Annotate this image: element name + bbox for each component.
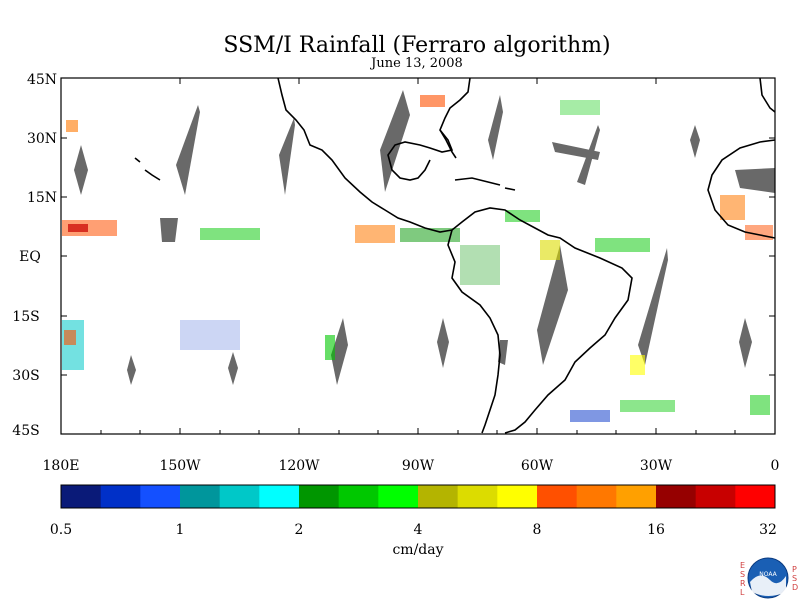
logo-letter: S (792, 574, 797, 583)
colorbar-tick-label: 2 (295, 522, 304, 538)
colorbar-tick-label: 8 (533, 522, 542, 538)
colorbar-segment (61, 485, 102, 508)
colorbar-tick-label: 16 (647, 522, 665, 538)
lon-label: 30W (640, 458, 673, 474)
colorbar-segment (616, 485, 657, 508)
logo-letter: L (740, 588, 745, 597)
lat-label: EQ (19, 249, 41, 265)
lon-label: 90W (402, 458, 435, 474)
lat-label: 15N (27, 190, 57, 206)
logo-letter: E (740, 561, 745, 570)
colorbar-segment (219, 485, 260, 508)
lon-label: 0 (771, 458, 780, 474)
logo-letter: S (740, 570, 745, 579)
colorbar-segment (695, 485, 736, 508)
noaa-logo: E S R L NOAA P S D (740, 557, 798, 599)
colorbar-segment (418, 485, 459, 508)
lat-label: 45S (12, 423, 39, 439)
colorbar-segment (576, 485, 617, 508)
colorbar-segment (299, 485, 340, 508)
colorbar-segment (140, 485, 181, 508)
logo-letter: R (740, 579, 746, 588)
lon-label: 120W (278, 458, 320, 474)
colorbar-segment (457, 485, 498, 508)
colorbar-segment (537, 485, 578, 508)
map-panel (60, 77, 776, 435)
map-subtitle: June 13, 2008 (369, 56, 463, 71)
lat-label: 15S (12, 309, 39, 325)
colorbar-tick-label: 0.5 (50, 522, 72, 538)
colorbar-segment (497, 485, 538, 508)
colorbar-segment (338, 485, 379, 508)
colorbar-segment (259, 485, 300, 508)
lon-label: 60W (521, 458, 554, 474)
lat-label: 30N (27, 131, 57, 147)
latitude-labels: 45N 30N 15N EQ 15S 30S 45S (12, 72, 57, 439)
colorbar-tick-label: 32 (759, 522, 777, 538)
colorbar-segment (100, 485, 141, 508)
rainfall-patches (62, 95, 773, 422)
colorbar-segment (180, 485, 221, 508)
colorbar (61, 485, 776, 508)
lat-label: 30S (12, 368, 39, 384)
colorbar-unit-label: cm/day (392, 542, 443, 558)
logo-letter: P (792, 565, 797, 574)
map-frame (60, 77, 776, 435)
lon-label: 150W (159, 458, 201, 474)
colorbar-frame (60, 484, 776, 509)
colorbar-segment (378, 485, 419, 508)
coastlines (134, 77, 776, 434)
lon-label: 180E (43, 458, 80, 474)
logo-center-text: NOAA (759, 571, 777, 578)
colorbar-tick-label: 4 (414, 522, 423, 538)
logo-letter: D (792, 583, 798, 592)
colorbar-segment (735, 485, 776, 508)
colorbar-segment (656, 485, 697, 508)
longitude-labels: 180E 150W 120W 90W 60W 30W 0 (43, 458, 780, 474)
colorbar-tick-label: 1 (176, 522, 185, 538)
no-data-swaths (74, 90, 775, 385)
map-title: SSM/I Rainfall (Ferraro algorithm) (223, 33, 610, 58)
lat-label: 45N (27, 72, 57, 88)
colorbar-tick-labels: 0.5 1 2 4 8 16 32 (50, 522, 777, 538)
